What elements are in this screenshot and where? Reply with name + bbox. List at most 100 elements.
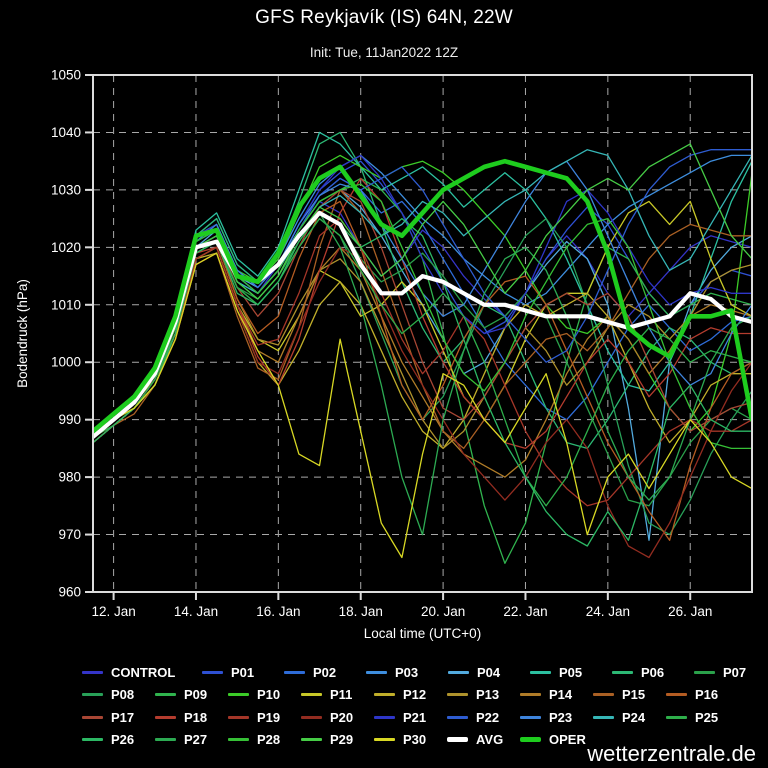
legend-label-p03: P03	[395, 664, 419, 680]
legend-label-p01: P01	[231, 664, 255, 680]
line-p12	[93, 252, 752, 450]
line-p17	[93, 189, 752, 432]
legend-item-p15: P15	[593, 687, 666, 702]
legend-item-oper: OPER	[520, 732, 593, 747]
axis-ticks	[85, 74, 692, 600]
line-p06	[93, 131, 752, 450]
legend-label-p13: P13	[476, 687, 500, 703]
legend-item-p08: P08	[82, 687, 155, 702]
legend-label-p21: P21	[403, 709, 427, 725]
legend-label-p25: P25	[695, 709, 719, 725]
legend-swatch-p19	[228, 715, 249, 719]
line-avg	[93, 210, 752, 439]
legend-label-p02: P02	[313, 664, 337, 680]
legend-label-avg: AVG	[476, 732, 504, 748]
legend-swatch-p17	[82, 715, 103, 719]
chart-svg: 12. Jan 14. Jan 16. Jan 18. Jan 20. Jan 22. J…	[15, 68, 753, 641]
legend-swatch-p15	[593, 693, 614, 697]
legend-item-p01: P01	[202, 665, 284, 680]
legend-item-p10: P10	[228, 687, 301, 702]
x-tick-label: 20. Jan	[421, 604, 465, 619]
legend-item-p19: P19	[228, 710, 301, 725]
x-tick-label: 16. Jan	[256, 604, 300, 619]
legend: CONTROL P01 P02 P03 P04 P05 P06 P07 P08 P09 P10 P11…	[82, 661, 762, 751]
legend-label-p15: P15	[622, 687, 646, 703]
legend-swatch-p23	[520, 715, 541, 719]
legend-item-p26: P26	[82, 732, 155, 747]
legend-swatch-p18	[155, 715, 176, 719]
legend-swatch-p08	[82, 693, 103, 697]
line-p02	[93, 177, 752, 438]
legend-item-avg: AVG	[447, 732, 520, 747]
legend-swatch-p01	[202, 670, 223, 674]
legend-label-p29: P29	[330, 732, 354, 748]
legend-label-p19: P19	[257, 709, 281, 725]
legend-label-p11: P11	[330, 687, 353, 703]
legend-swatch-p26	[82, 738, 103, 742]
legend-item-p23: P23	[520, 710, 593, 725]
legend-item-p30: P30	[374, 732, 447, 747]
legend-item-p11: P11	[301, 687, 374, 702]
legend-label-p08: P08	[111, 687, 135, 703]
legend-item-p06: P06	[612, 665, 694, 680]
legend-swatch-p30	[374, 738, 395, 742]
legend-label-p16: P16	[695, 687, 719, 703]
plot-border	[92, 74, 753, 593]
line-p19	[93, 217, 752, 507]
y-tick-label: 1010	[51, 297, 81, 312]
line-p26	[93, 212, 752, 547]
legend-item-p03: P03	[366, 665, 448, 680]
legend-swatch-p11	[301, 693, 322, 697]
y-tick-label: 1000	[51, 355, 81, 370]
legend-item-p27: P27	[155, 732, 228, 747]
legend-item-p16: P16	[666, 687, 739, 702]
legend-label-p17: P17	[111, 709, 135, 725]
legend-swatch-p27	[155, 738, 176, 742]
legend-swatch-p16	[666, 693, 687, 697]
legend-swatch-p13	[447, 693, 468, 697]
y-tick-label: 1030	[51, 182, 81, 197]
legend-swatch-p09	[155, 693, 176, 697]
legend-swatch-p06	[612, 670, 633, 674]
legend-swatch-control	[82, 670, 103, 674]
legend-label-p18: P18	[184, 709, 208, 725]
watermark: wetterzentrale.de	[587, 741, 756, 766]
legend-row-2: P08 P09 P10 P11 P12 P13 P14 P15 P16	[82, 684, 762, 707]
legend-item-p14: P14	[520, 687, 593, 702]
legend-label-p10: P10	[257, 687, 281, 703]
line-p30	[93, 252, 752, 559]
y-tick-label: 990	[58, 412, 81, 427]
legend-item-p22: P22	[447, 710, 520, 725]
legend-swatch-p07	[694, 670, 715, 674]
axis-labels: 12. Jan 14. Jan 16. Jan 18. Jan 20. Jan 22. J…	[51, 68, 712, 620]
y-tick-label: 980	[58, 470, 81, 485]
legend-swatch-p14	[520, 693, 541, 697]
y-axis-title: Bodendruck (hPa)	[15, 279, 30, 388]
x-tick-label: 22. Jan	[503, 604, 547, 619]
legend-swatch-p20	[301, 715, 322, 719]
legend-item-p02: P02	[284, 665, 366, 680]
legend-label-p04: P04	[477, 664, 501, 680]
y-tick-label: 970	[58, 527, 81, 542]
legend-row-4: P26 P27 P28 P29 P30 AVG OPER	[82, 729, 762, 752]
x-tick-label: 26. Jan	[668, 604, 712, 619]
legend-swatch-p10	[228, 693, 249, 697]
legend-label-p05: P05	[559, 664, 583, 680]
legend-item-p29: P29	[301, 732, 374, 747]
init-timestamp: Init: Tue, 11Jan2022 12Z	[309, 45, 459, 60]
legend-item-p28: P28	[228, 732, 301, 747]
legend-label-p24: P24	[622, 709, 646, 725]
legend-item-control: CONTROL	[82, 665, 202, 680]
line-p05	[93, 131, 752, 438]
series-lines	[93, 131, 752, 564]
legend-item-p05: P05	[530, 665, 612, 680]
legend-label-p30: P30	[403, 732, 427, 748]
y-tick-label: 1020	[51, 240, 81, 255]
legend-label-p20: P20	[330, 709, 354, 725]
legend-swatch-p24	[593, 715, 614, 719]
y-tick-label: 1040	[51, 125, 81, 140]
legend-item-p07: P07	[694, 665, 768, 680]
legend-swatch-p29	[301, 738, 322, 742]
x-tick-label: 14. Jan	[174, 604, 218, 619]
